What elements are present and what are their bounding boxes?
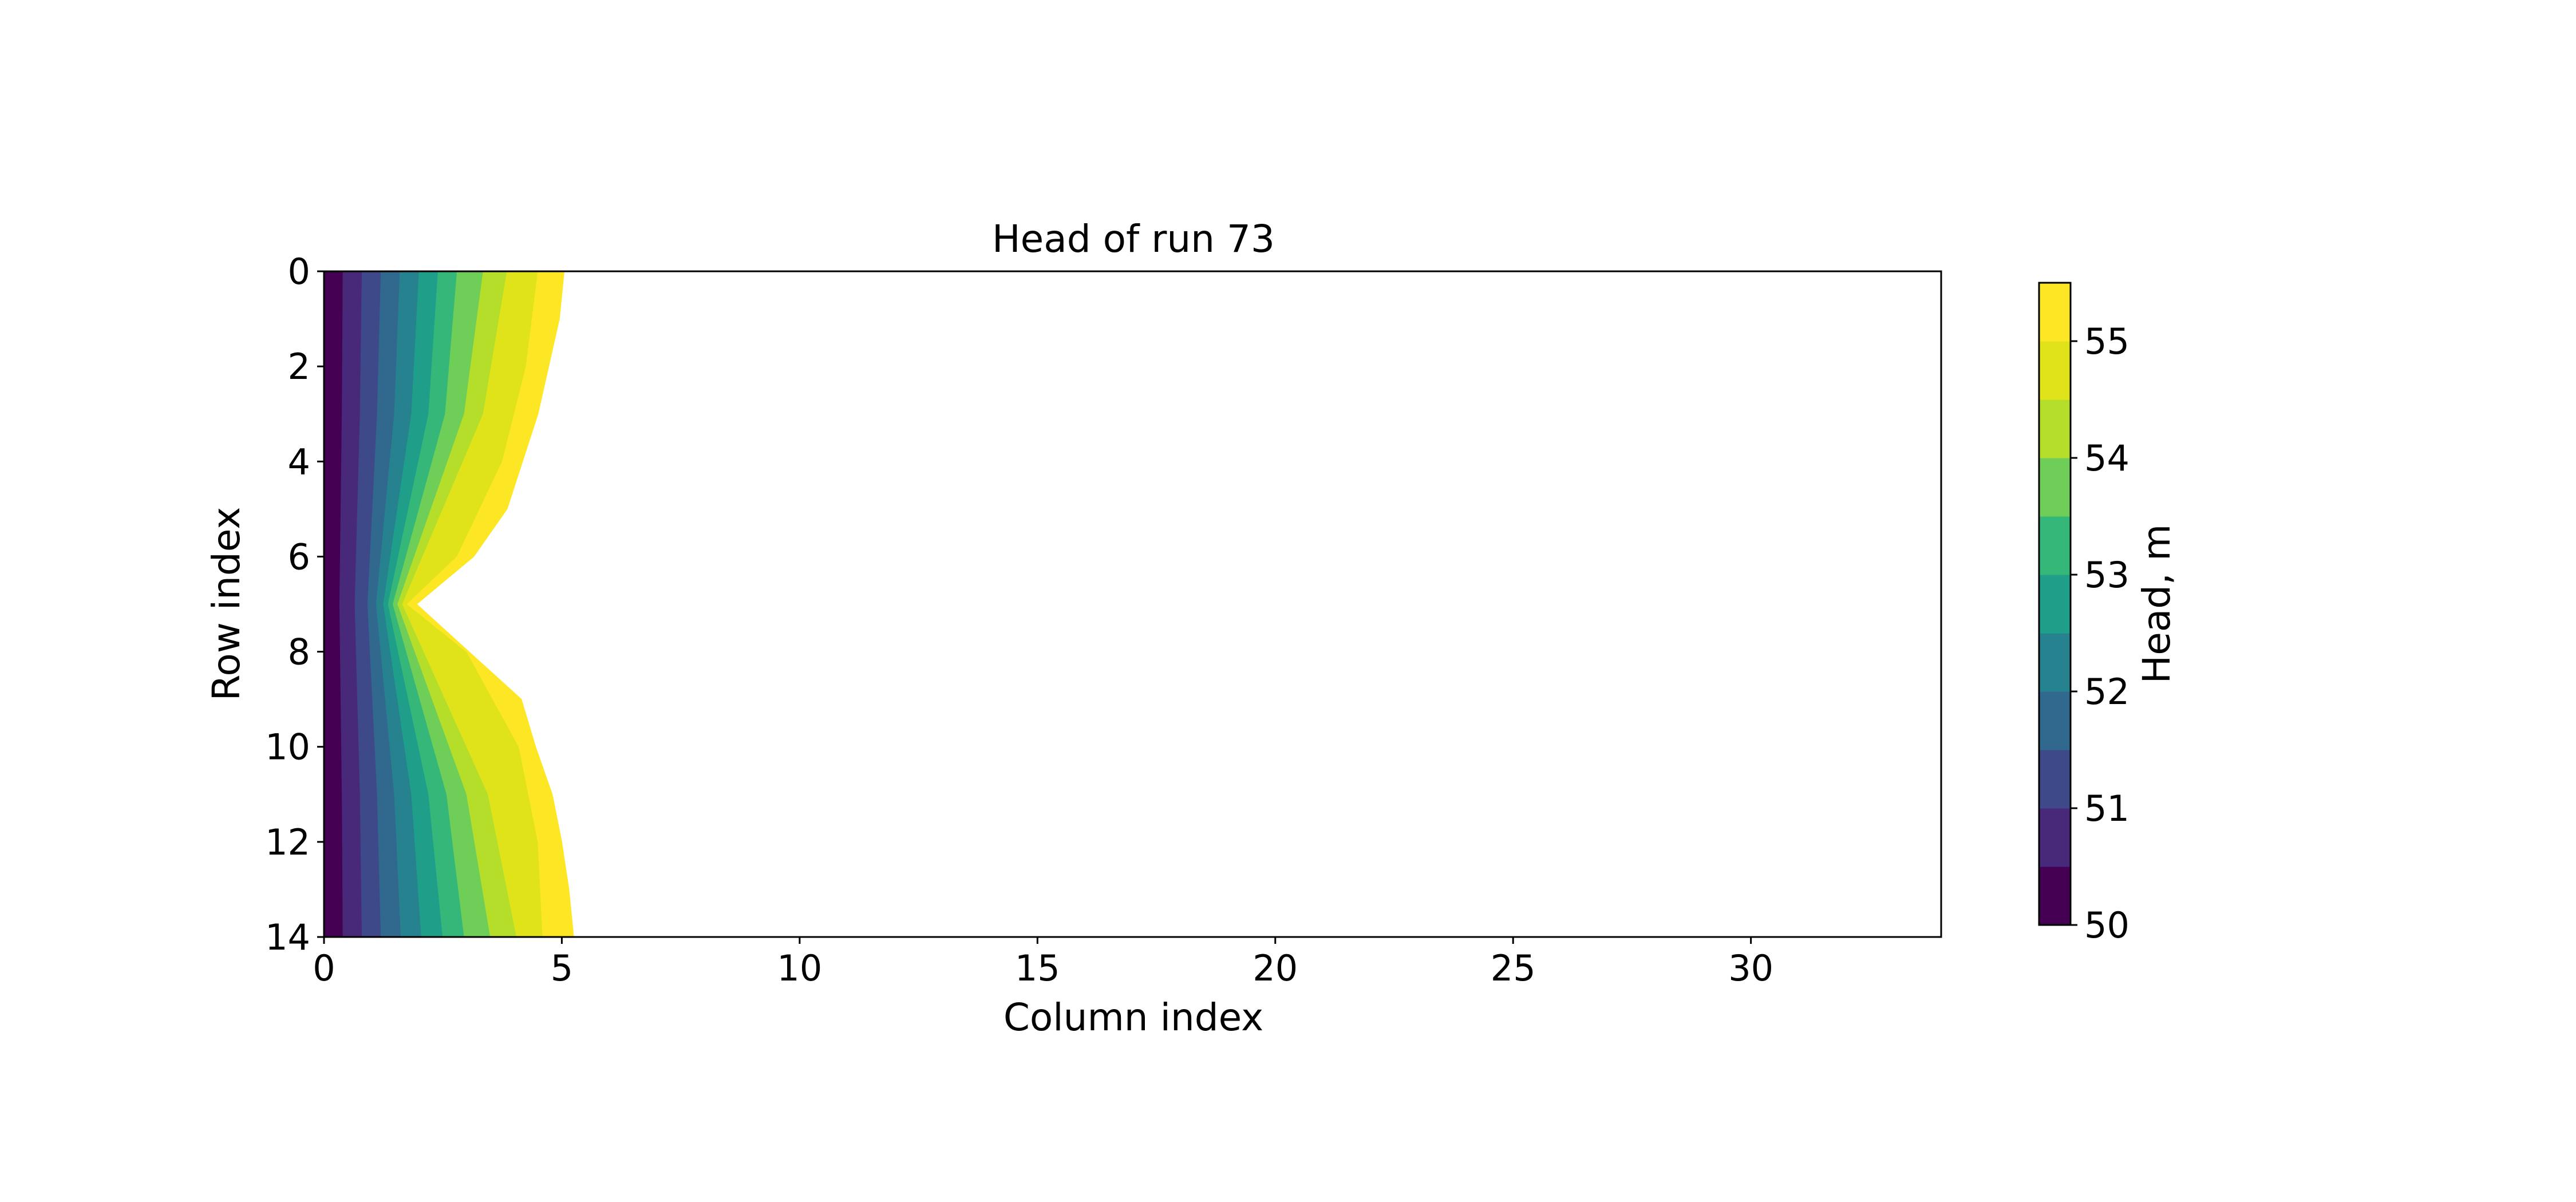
colorbar-label: Head, m (2135, 524, 2179, 684)
colorbar: 50 51 52 53 54 55 (2038, 282, 2129, 946)
colorbar-segment (2039, 808, 2071, 867)
x-tick-label: 30 (1728, 947, 1773, 989)
colorbar-segment (2039, 867, 2071, 926)
x-tick-label: 20 (1253, 947, 1298, 989)
colorbar-frame (2038, 282, 2072, 926)
x-tick-label: 25 (1491, 947, 1536, 989)
colorbar-tick-label: 55 (2084, 321, 2129, 362)
x-tick-label: 5 (551, 947, 573, 989)
colorbar-segment (2039, 458, 2071, 517)
colorbar-tick-label: 50 (2084, 904, 2129, 946)
colorbar-tick-label: 52 (2084, 671, 2129, 713)
contour-band (406, 271, 574, 937)
y-tick-label: 12 (265, 821, 310, 863)
x-tick-label: 0 (313, 947, 335, 989)
y-tick-label: 4 (288, 441, 310, 483)
colorbar-segment (2039, 283, 2071, 342)
colorbar-segment (2039, 750, 2071, 809)
colorbar-segment (2039, 633, 2071, 692)
colorbar-tick-label: 53 (2084, 554, 2129, 596)
colorbar-segment (2039, 400, 2071, 458)
y-axis: 0 2 4 6 8 10 12 14 (265, 251, 324, 958)
colorbar-tick-label: 54 (2084, 437, 2129, 479)
colorbar-segment (2039, 516, 2071, 575)
y-tick-label: 8 (288, 631, 310, 673)
plot-frame (323, 270, 1942, 938)
chart-title: Head of run 73 (992, 217, 1275, 261)
y-tick-label: 6 (288, 536, 310, 578)
colorbar-tick-label: 51 (2084, 788, 2129, 829)
y-tick-label: 10 (265, 726, 310, 768)
colorbar-segment (2039, 691, 2071, 750)
x-tick-label: 10 (777, 947, 822, 989)
y-tick-label: 14 (265, 916, 310, 958)
colorbar-segment (2039, 341, 2071, 400)
x-tick-label: 15 (1015, 947, 1060, 989)
y-axis-label: Row index (204, 507, 248, 701)
plot-area: 0 5 10 15 20 25 30 0 2 4 6 8 10 12 14 (265, 251, 1942, 989)
x-axis: 0 5 10 15 20 25 30 (313, 937, 1773, 989)
colorbar-segment (2039, 575, 2071, 634)
contour-bands (324, 271, 574, 937)
y-tick-label: 2 (288, 346, 310, 388)
x-axis-label: Column index (1003, 995, 1263, 1039)
y-tick-label: 0 (288, 251, 310, 292)
